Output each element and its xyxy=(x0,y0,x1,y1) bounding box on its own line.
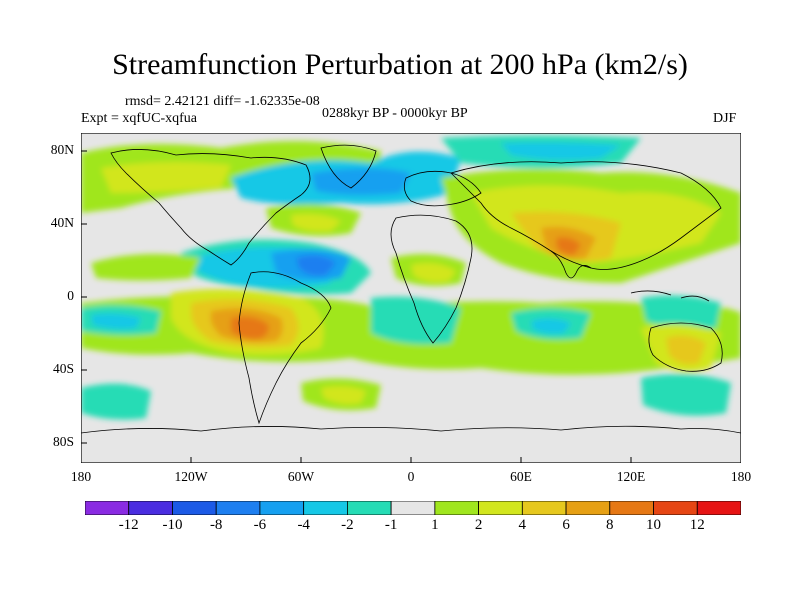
x-tick-label: 0 xyxy=(407,469,415,484)
colorbar-swatch xyxy=(434,501,479,515)
colorbar-level-label: -12 xyxy=(118,517,139,533)
colorbar-swatch xyxy=(259,501,305,515)
plot-title: Streamfunction Perturbation at 200 hPa (… xyxy=(112,48,688,81)
x-tick-label: 60E xyxy=(510,469,532,484)
axis-ticks xyxy=(81,150,632,463)
colorbar-level-label: -6 xyxy=(253,517,267,533)
colorbar-level-label: 2 xyxy=(474,517,483,533)
colorbar-swatch xyxy=(565,501,611,515)
y-tick-label: 40N xyxy=(50,215,74,230)
colorbar-level-label: -1 xyxy=(384,517,398,533)
colorbar-swatch xyxy=(172,501,217,515)
stats-text: rmsd= 2.42121 diff= -1.62335e-08 xyxy=(125,94,320,109)
experiment-label: Expt = xqfUC-xqfua xyxy=(81,111,197,126)
colorbar-swatch xyxy=(521,501,567,515)
x-tick-label: 180 xyxy=(730,469,752,484)
x-tick-label: 120W xyxy=(174,469,208,484)
x-tick-label: 180 xyxy=(70,469,92,484)
colorbar xyxy=(85,501,741,515)
colorbar-level-label: -2 xyxy=(341,517,354,533)
y-tick-label: 80N xyxy=(50,142,74,157)
colorbar-level-label: 1 xyxy=(431,517,439,533)
x-tick-label: 120E xyxy=(616,469,646,484)
map-panel xyxy=(81,133,741,463)
colorbar-swatch xyxy=(390,501,436,515)
colorbar-level-label: 10 xyxy=(646,517,661,533)
x-tick-label: 60W xyxy=(287,469,315,484)
y-tick-label: 0 xyxy=(67,288,74,303)
colorbar-swatch xyxy=(85,501,130,515)
colorbar-swatch xyxy=(653,501,698,515)
colorbar-level-label: 8 xyxy=(606,517,614,533)
coastline-layer xyxy=(81,144,741,434)
colorbar-level-label: -4 xyxy=(297,517,310,533)
contour-fill-layer xyxy=(81,133,741,463)
colorbar-level-label: 4 xyxy=(518,517,527,533)
colorbar-level-label: -8 xyxy=(209,517,223,533)
colorbar-swatch xyxy=(696,501,741,515)
period-label: 0288kyr BP - 0000kyr BP xyxy=(322,106,468,121)
season-label: DJF xyxy=(713,111,737,126)
colorbar-swatch xyxy=(128,501,173,515)
colorbar-swatch xyxy=(609,501,654,515)
colorbar-swatch xyxy=(215,501,261,515)
colorbar-level-label: -10 xyxy=(162,517,183,533)
colorbar-level-label: 12 xyxy=(689,517,705,533)
colorbar-swatch xyxy=(303,501,348,515)
colorbar-swatch xyxy=(346,501,392,515)
colorbar-swatch xyxy=(478,501,523,515)
y-tick-label: 80S xyxy=(52,434,74,449)
colorbar-level-label: 6 xyxy=(562,517,570,533)
y-tick-label: 40S xyxy=(52,361,74,376)
